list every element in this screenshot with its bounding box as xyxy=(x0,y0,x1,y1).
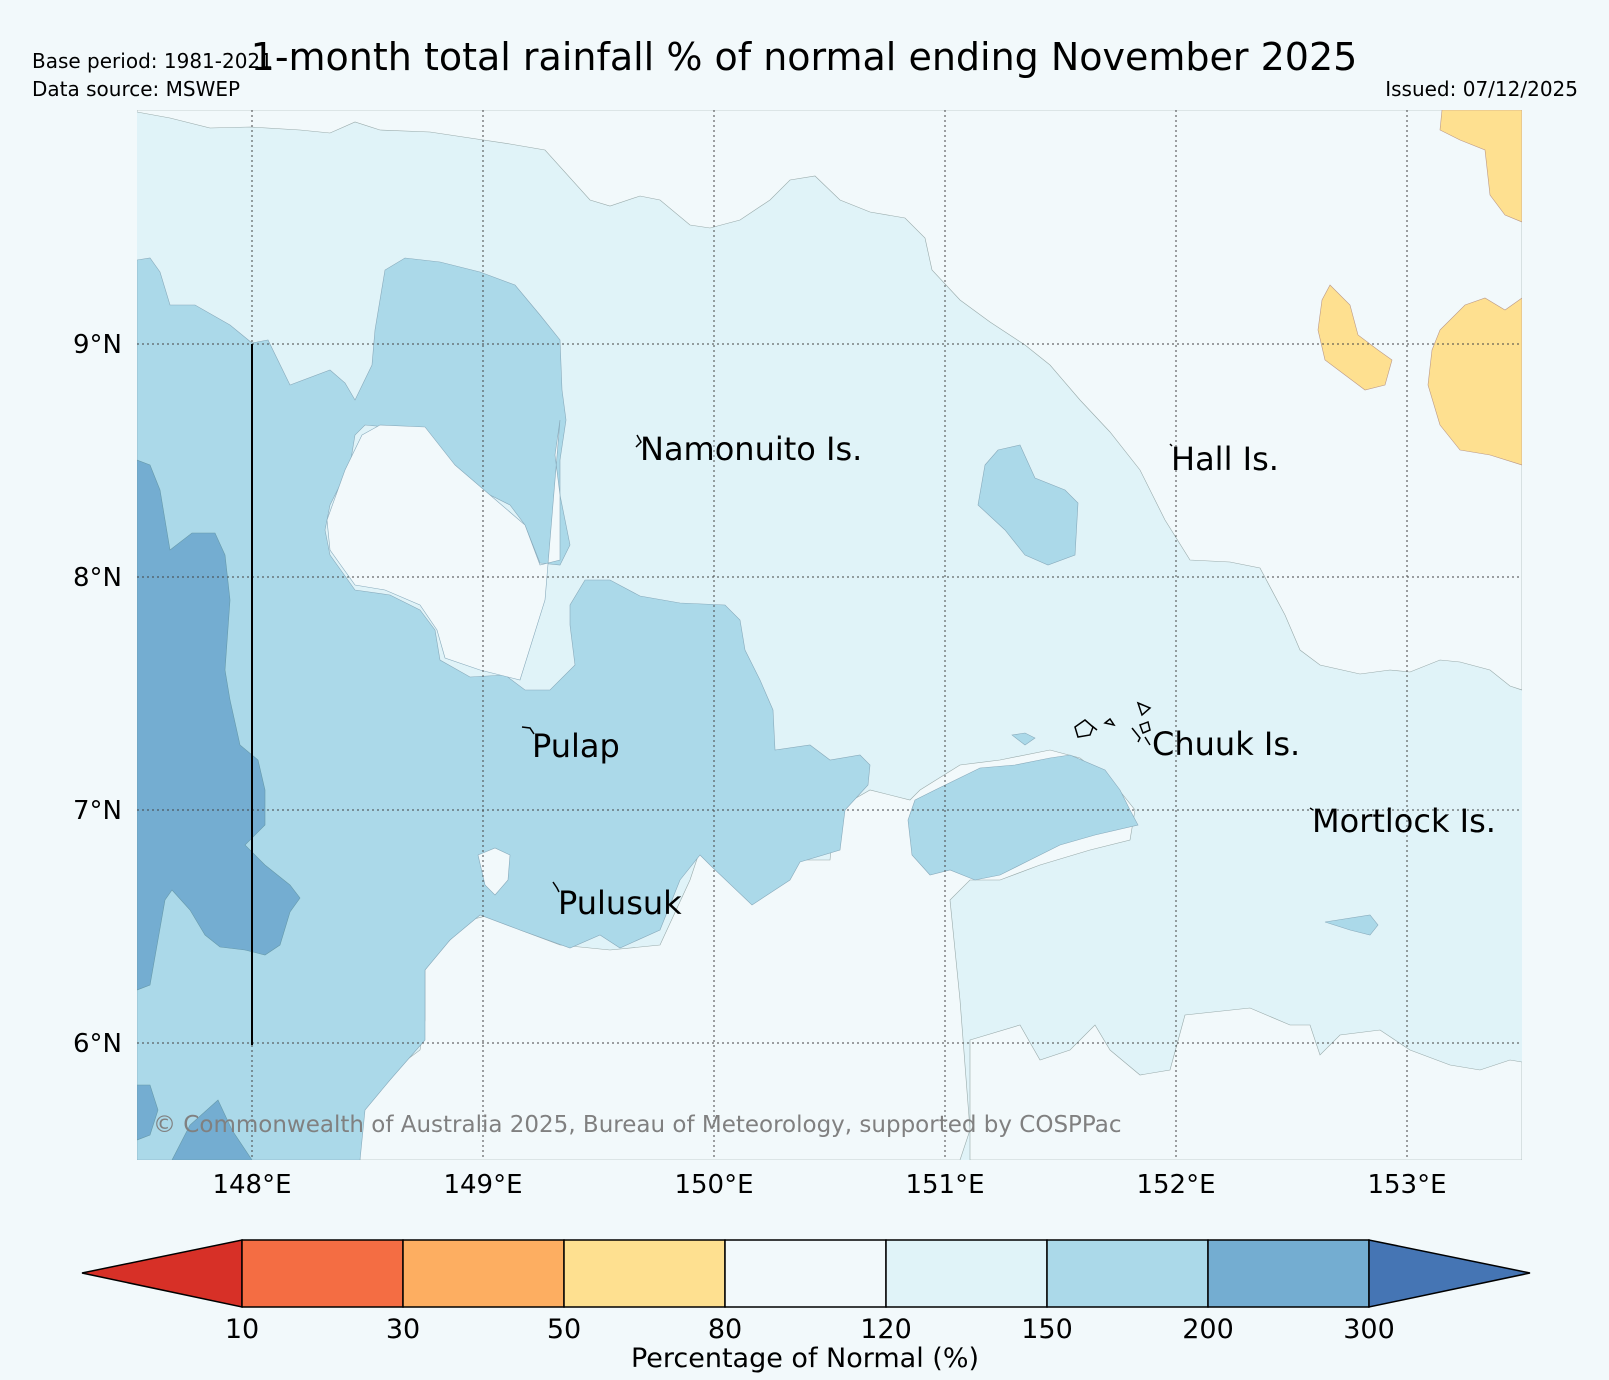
colorbar-tick-300: 300 xyxy=(1343,1314,1395,1345)
colorbar-30-50 xyxy=(402,1239,565,1308)
colorbar xyxy=(81,1239,1531,1308)
region-150-200-north-patch xyxy=(977,444,1079,566)
map-panel: Namonuito Is. Hall Is. Pulap Chuuk Is. M… xyxy=(137,110,1522,1160)
place-label-pulusuk: Pulusuk xyxy=(558,884,682,922)
lon-label-153e: 153°E xyxy=(1367,1170,1446,1200)
lat-label-8n: 8°N xyxy=(73,563,122,593)
region-50-80-northeast-east xyxy=(1427,297,1522,466)
colorbar-tick-120: 120 xyxy=(860,1314,912,1345)
region-80-120-southeast xyxy=(969,1007,1522,1160)
issued-date-label: Issued: 07/12/2025 xyxy=(1385,77,1578,101)
region-150-200-west xyxy=(137,257,871,1160)
colorbar-150-200 xyxy=(1046,1239,1209,1308)
place-label-mortlock: Mortlock Is. xyxy=(1312,802,1496,840)
lat-label-7n: 7°N xyxy=(73,796,122,826)
region-200-300-west xyxy=(137,459,301,991)
base-period-label: Base period: 1981-2021 xyxy=(32,49,273,73)
colorbar-tick-150: 150 xyxy=(1021,1314,1073,1345)
place-label-chuuk: Chuuk Is. xyxy=(1152,725,1300,763)
region-200-300-southwest xyxy=(137,1084,253,1160)
colorbar-above-300 xyxy=(1368,1239,1531,1308)
colorbar-tick-200: 200 xyxy=(1182,1314,1234,1345)
region-150-200-small-patch xyxy=(1011,732,1036,746)
region-50-80-northeast-mid xyxy=(1317,284,1393,391)
copyright-notice: © Commonwealth of Australia 2025, Bureau… xyxy=(153,1112,1122,1138)
lon-label-148e: 148°E xyxy=(212,1170,291,1200)
lon-label-150e: 150°E xyxy=(674,1170,753,1200)
data-source-label: Data source: MSWEP xyxy=(32,77,240,101)
colorbar-tick-50: 50 xyxy=(547,1314,581,1345)
colorbar-tick-80: 80 xyxy=(708,1314,742,1345)
graticule xyxy=(137,110,1522,1160)
region-50-80-northeast-top xyxy=(1439,110,1522,223)
longitude-labels: 148°E 149°E 150°E 151°E 152°E 153°E xyxy=(212,1170,1446,1200)
place-label-namonuito: Namonuito Is. xyxy=(640,430,862,468)
colorbar-tick-30: 30 xyxy=(386,1314,420,1345)
lon-label-151e: 151°E xyxy=(905,1170,984,1200)
colorbar-120-150 xyxy=(885,1239,1048,1308)
colorbar-ticks: 10 30 50 80 120 150 200 300 xyxy=(225,1314,1395,1345)
colorbar-10-30 xyxy=(241,1239,404,1308)
region-150-200-central-patch xyxy=(907,754,1139,881)
lat-label-9n: 9°N xyxy=(73,330,122,360)
region-80-120-west-hole xyxy=(326,419,561,681)
latitude-labels: 9°N 8°N 7°N 6°N xyxy=(73,330,122,1059)
place-label-pulap: Pulap xyxy=(532,727,620,765)
colorbar-80-120 xyxy=(724,1239,887,1308)
region-150-200-mortlock-patch xyxy=(1324,914,1379,936)
colorbar-50-80 xyxy=(563,1239,726,1308)
place-label-hall: Hall Is. xyxy=(1171,440,1279,478)
colorbar-200-300 xyxy=(1207,1239,1370,1308)
region-80-120-small-hole xyxy=(477,847,511,896)
map-title: 1-month total rainfall % of normal endin… xyxy=(251,35,1358,79)
island-outlines xyxy=(521,434,1314,893)
colorbar-label: Percentage of Normal (%) xyxy=(631,1343,979,1374)
colorbar-below-10 xyxy=(81,1239,243,1308)
lat-label-6n: 6°N xyxy=(73,1029,122,1059)
lon-label-149e: 149°E xyxy=(443,1170,522,1200)
lon-label-152e: 152°E xyxy=(1136,1170,1215,1200)
colorbar-tick-10: 10 xyxy=(225,1314,259,1345)
